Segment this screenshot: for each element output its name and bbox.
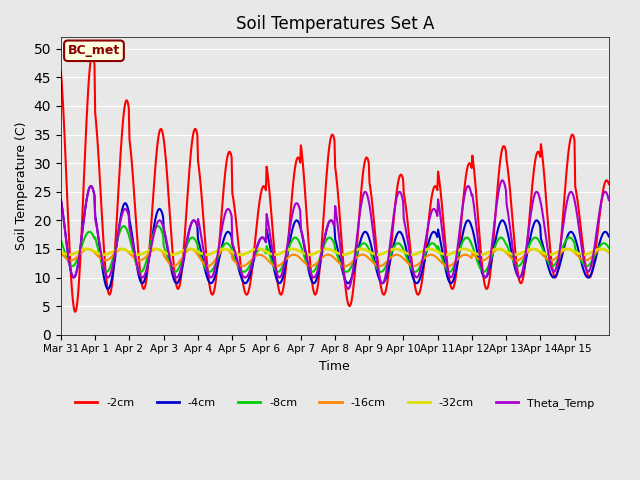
-8cm <box>123 226 131 232</box>
-32cm <box>424 246 431 252</box>
-32cm <box>66 252 74 258</box>
-16cm <box>122 247 130 253</box>
-4cm <box>123 202 131 207</box>
-8cm <box>57 238 65 243</box>
Y-axis label: Soil Temperature (C): Soil Temperature (C) <box>15 122 28 250</box>
-4cm <box>424 245 431 251</box>
Theta_Temp <box>122 206 129 212</box>
-16cm <box>223 247 231 252</box>
Line: -4cm: -4cm <box>61 186 609 289</box>
Theta_Temp <box>392 198 400 204</box>
-32cm <box>223 247 231 252</box>
-16cm <box>271 263 279 269</box>
-32cm <box>271 252 279 258</box>
-4cm <box>104 286 112 292</box>
-8cm <box>120 223 127 229</box>
-16cm <box>251 254 259 260</box>
-2cm <box>393 189 401 195</box>
Line: -8cm: -8cm <box>61 226 609 272</box>
-8cm <box>424 246 431 252</box>
Line: Theta_Temp: Theta_Temp <box>61 180 609 289</box>
-16cm <box>424 253 431 259</box>
-2cm <box>605 181 612 187</box>
-4cm <box>605 234 612 240</box>
-8cm <box>251 253 259 259</box>
-2cm <box>88 52 96 58</box>
-32cm <box>605 249 612 254</box>
Text: BC_met: BC_met <box>68 44 120 57</box>
-16cm <box>605 250 612 255</box>
-8cm <box>393 241 401 247</box>
-8cm <box>103 269 111 275</box>
Line: -2cm: -2cm <box>61 55 609 312</box>
Theta_Temp <box>344 286 352 292</box>
-2cm <box>271 257 279 263</box>
Line: -32cm: -32cm <box>61 249 609 255</box>
-2cm <box>123 97 131 103</box>
-16cm <box>57 250 65 256</box>
Legend: -2cm, -4cm, -8cm, -16cm, -32cm, Theta_Temp: -2cm, -4cm, -8cm, -16cm, -32cm, Theta_Te… <box>70 394 599 414</box>
Theta_Temp <box>605 197 612 203</box>
-4cm <box>57 196 65 202</box>
-8cm <box>271 266 279 272</box>
-2cm <box>57 69 65 74</box>
Theta_Temp <box>249 257 257 263</box>
-2cm <box>251 245 259 251</box>
-2cm <box>71 309 79 315</box>
-2cm <box>424 230 431 236</box>
-32cm <box>83 246 90 252</box>
-32cm <box>393 246 401 252</box>
-8cm <box>223 240 231 246</box>
Line: -16cm: -16cm <box>61 249 609 266</box>
-16cm <box>84 246 92 252</box>
Title: Soil Temperatures Set A: Soil Temperatures Set A <box>236 15 434 33</box>
X-axis label: Time: Time <box>319 360 350 373</box>
-4cm <box>87 183 95 189</box>
-4cm <box>393 232 401 238</box>
Theta_Temp <box>57 196 65 202</box>
Theta_Temp <box>499 178 506 183</box>
-16cm <box>170 263 178 269</box>
Theta_Temp <box>423 231 431 237</box>
Theta_Temp <box>270 256 278 262</box>
-4cm <box>251 254 259 260</box>
Theta_Temp <box>222 209 230 215</box>
-4cm <box>223 229 231 235</box>
-8cm <box>605 245 612 251</box>
-2cm <box>223 154 231 160</box>
-4cm <box>271 271 279 277</box>
-32cm <box>251 247 259 252</box>
-32cm <box>123 248 131 253</box>
-32cm <box>57 249 65 255</box>
-16cm <box>393 252 401 258</box>
